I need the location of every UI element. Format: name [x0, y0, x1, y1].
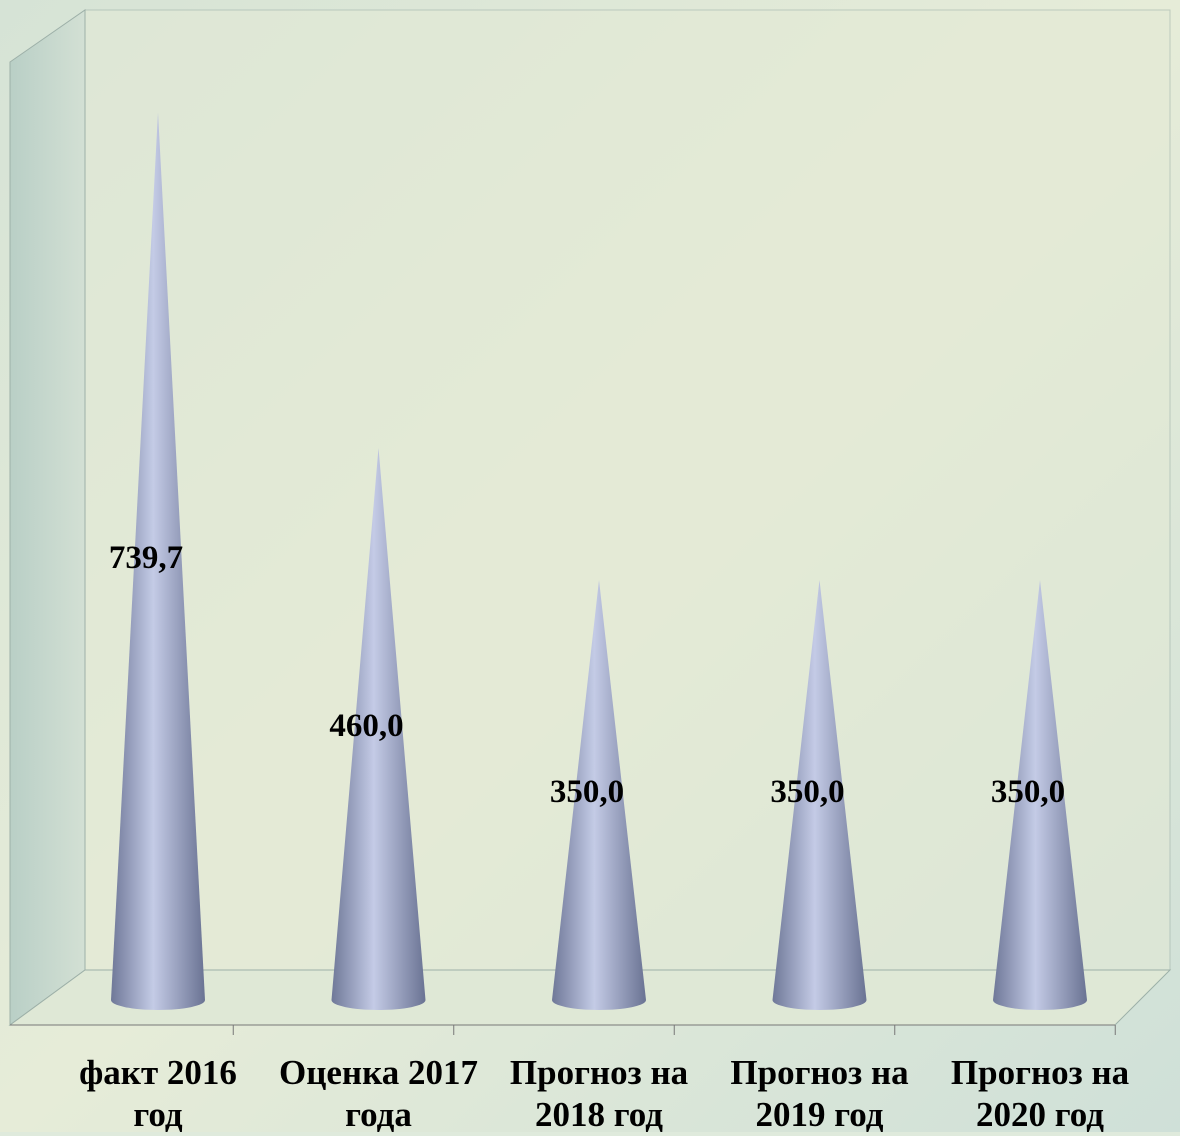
cone	[772, 580, 867, 1010]
back-wall	[84, 9, 1171, 971]
value-label: 350,0	[550, 774, 624, 810]
side-wall	[9, 9, 86, 1026]
x-tick-label: Прогноз на 2019 год	[730, 1053, 909, 1134]
value-label: 350,0	[991, 774, 1065, 810]
x-tick-label: Прогноз на 2020 год	[950, 1053, 1130, 1134]
cone	[552, 580, 646, 1010]
value-label: 350,0	[770, 774, 844, 810]
cone	[993, 580, 1087, 1010]
x-tick-label: Оценка 2017 года	[279, 1053, 478, 1134]
value-label: 739,7	[109, 540, 183, 576]
x-tick-label: Прогноз на 2018 год	[509, 1053, 689, 1134]
value-label: 460,0	[329, 708, 403, 744]
cone	[111, 112, 205, 1011]
x-tick-label: факт 2016 год	[79, 1053, 237, 1134]
cone	[331, 448, 426, 1010]
